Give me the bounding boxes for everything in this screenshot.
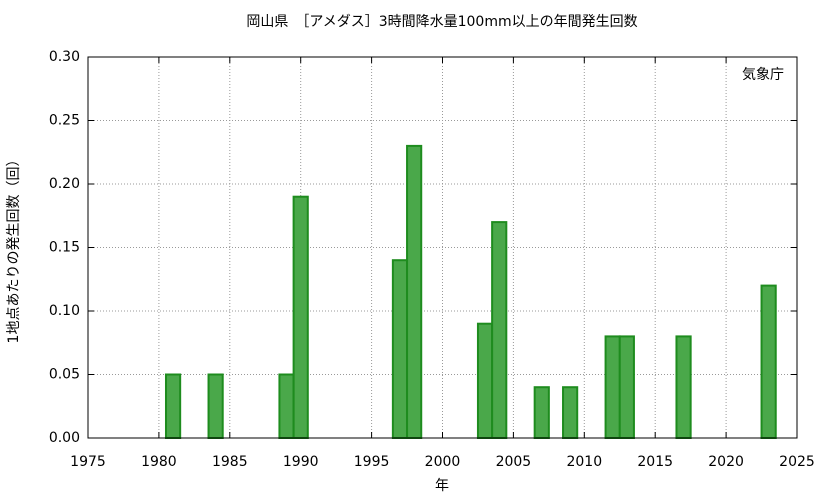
annotation: 気象庁 [742, 67, 784, 83]
y-tick-label: 0.00 [49, 430, 80, 446]
x-axis-label: 年 [435, 478, 449, 494]
x-tick-label: 2000 [425, 454, 461, 470]
y-tick-label: 0.15 [49, 240, 80, 256]
y-axis-label: 1地点あたりの発生回数（回） [6, 153, 22, 344]
x-tick-label: 2010 [566, 454, 602, 470]
y-tick-label: 0.05 [49, 367, 80, 383]
x-tick-label: 1995 [354, 454, 390, 470]
plot-frame [87, 56, 798, 439]
bar [278, 373, 295, 439]
bar [207, 373, 224, 439]
x-tick-label: 2020 [708, 454, 744, 470]
y-tick-label: 0.20 [49, 176, 80, 192]
x-tick-label: 1990 [283, 454, 319, 470]
x-tick-label: 2015 [637, 454, 673, 470]
chart-title: 岡山県 ［アメダス］3時間降水量100mm以上の年間発生回数 [246, 14, 637, 30]
x-tick-label: 1985 [212, 454, 248, 470]
x-tick-label: 1975 [70, 454, 106, 470]
bar [292, 195, 309, 439]
y-tick-label: 0.30 [49, 49, 80, 65]
bar [476, 322, 494, 440]
x-tick-label: 1980 [141, 454, 177, 470]
bar [675, 335, 692, 439]
x-tick-label: 2005 [496, 454, 532, 470]
bar [406, 144, 423, 439]
bar [491, 221, 508, 439]
bar [604, 335, 621, 439]
bar [164, 373, 182, 439]
x-tick-label: 2025 [779, 454, 815, 470]
bar [533, 386, 550, 440]
bar [562, 386, 579, 440]
bar [618, 335, 635, 439]
bar [760, 284, 777, 439]
y-tick-label: 0.10 [49, 303, 80, 319]
bar [391, 259, 409, 440]
y-tick-label: 0.25 [49, 113, 80, 129]
